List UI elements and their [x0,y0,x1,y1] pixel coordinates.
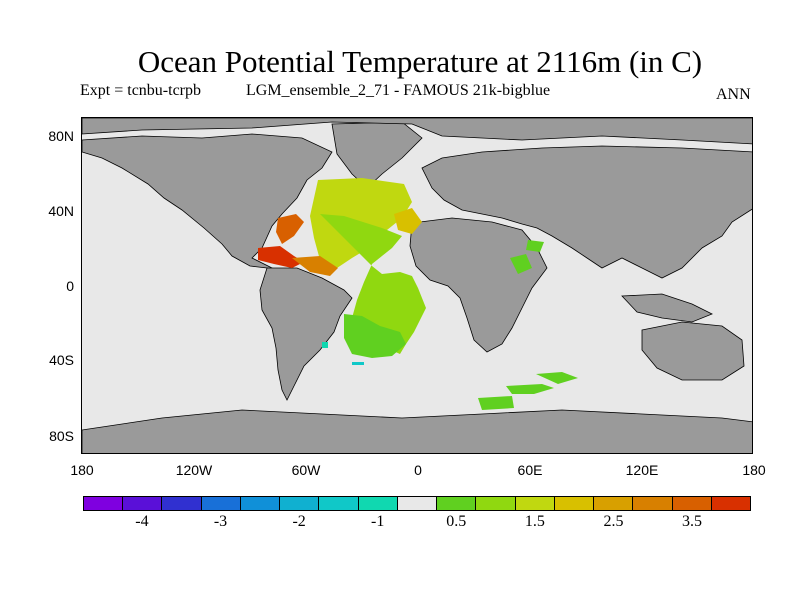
gulf-stream-anomaly [276,214,304,244]
colorbar-cell [594,497,634,510]
colorbar-tick-label: 2.5 [603,513,624,530]
colorbar-cell [240,497,281,510]
lon-label-180w: 180 [70,462,94,478]
lon-label-120e: 120E [625,462,659,478]
colorbar-cell [397,497,438,510]
colorbar-cell [711,497,750,510]
lon-label-120w: 120W [175,462,213,478]
southern-ocean-anomaly-3 [478,396,514,410]
land-eurasia [421,145,752,279]
caribbean-edge-anomaly [292,256,338,276]
colorbar-tick-label: -3 [213,513,228,530]
map-title: Ocean Potential Temperature at 2116m (in… [137,44,703,79]
atlantic-south-anomaly [344,314,406,358]
land-arctic [82,118,752,145]
run-label: LGM_ensemble_2_71 - FAMOUS 21k-bigblue [246,82,551,99]
southern-ocean-anomaly-1 [506,384,554,394]
colorbar-cell [280,497,320,510]
atlantic-mid-anomaly [320,214,426,354]
colorbar-cell [476,497,516,510]
land-greenland [331,121,423,189]
lon-label-180e: 180 [742,462,766,478]
lat-label-80n: 80N [48,128,74,144]
land-south-america [259,267,353,401]
colorbar-cell [515,497,555,510]
land-maritime-asia [621,293,713,323]
anomaly-layer [258,178,578,410]
colorbar-tick-label: 3.5 [682,513,703,530]
red-sea-anomaly [510,254,532,274]
colorbar-cell [201,497,241,510]
lat-label-40s: 40S [49,352,74,368]
southern-ocean-anomaly-2 [536,372,578,384]
colorbar-tick-label: -4 [135,513,149,530]
colorbar-cell [358,497,398,510]
lat-label-0: 0 [66,278,74,294]
colorbar-cell [437,497,477,510]
lon-label-60e: 60E [517,462,543,478]
map-panel [81,117,753,454]
experiment-label: Expt = tcnbu-tcrpb [80,82,201,99]
land-north-america [82,133,333,277]
colorbar-tick-label: -1 [371,513,385,530]
colorbar-cell [319,497,359,510]
period-label: ANN [716,86,751,103]
lat-label-80s: 80S [49,428,74,444]
colorbar [83,496,751,511]
colorbar-cell [84,497,124,510]
colorbar-cell [672,497,712,510]
colorbar-cell [554,497,595,510]
cool-patch-1 [322,342,328,348]
land-australia [641,321,745,381]
lon-label-60w: 60W [291,462,321,478]
caribbean-anomaly [258,246,304,268]
lat-label-40n: 40N [48,203,74,219]
colorbar-cell [123,497,163,510]
colorbar-tick-label: 0.5 [446,513,467,530]
colorbar-tick-label: 1.5 [524,513,545,530]
land-layer [82,118,752,453]
atlantic-east-anomaly [394,208,422,234]
world-map [82,118,752,453]
colorbar-cell [633,497,673,510]
colorbar-cell [162,497,202,510]
colorbar-tick-label: -2 [292,513,306,530]
cool-patch-2 [352,362,364,365]
lon-label-0: 0 [414,462,422,478]
land-africa [409,217,548,353]
mediterranean-anomaly [526,240,544,252]
land-antarctica [82,409,752,453]
